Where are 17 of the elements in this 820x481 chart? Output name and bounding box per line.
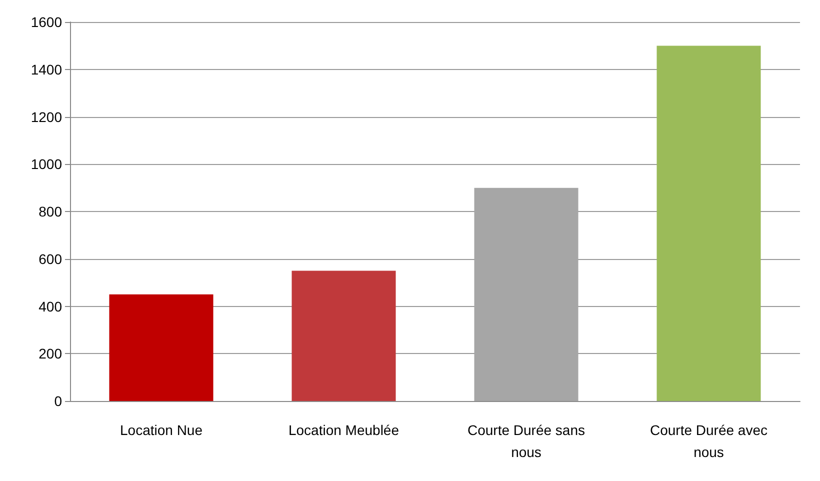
bar (109, 294, 214, 401)
y-tick-label: 1600 (30, 14, 62, 30)
y-tick-label: 800 (38, 204, 62, 220)
y-tick-label: 200 (38, 346, 62, 362)
bar (656, 46, 761, 401)
x-tick-label: Location Meublée (288, 422, 400, 438)
x-tick-label: Courte Durée sans nous (467, 422, 586, 460)
x-tick-label: Courte Durée avec nous (650, 422, 768, 460)
y-tick-label: 1200 (30, 108, 62, 125)
x-tick-label: Location Nue (120, 422, 203, 438)
y-tick-label: 0 (54, 393, 62, 409)
y-tick-label: 600 (38, 250, 62, 267)
y-tick-label: 1000 (30, 156, 62, 172)
y-tick-label: 1400 (30, 61, 62, 78)
bar (474, 188, 578, 401)
y-tick-label: 400 (38, 298, 62, 314)
bar (292, 270, 396, 401)
